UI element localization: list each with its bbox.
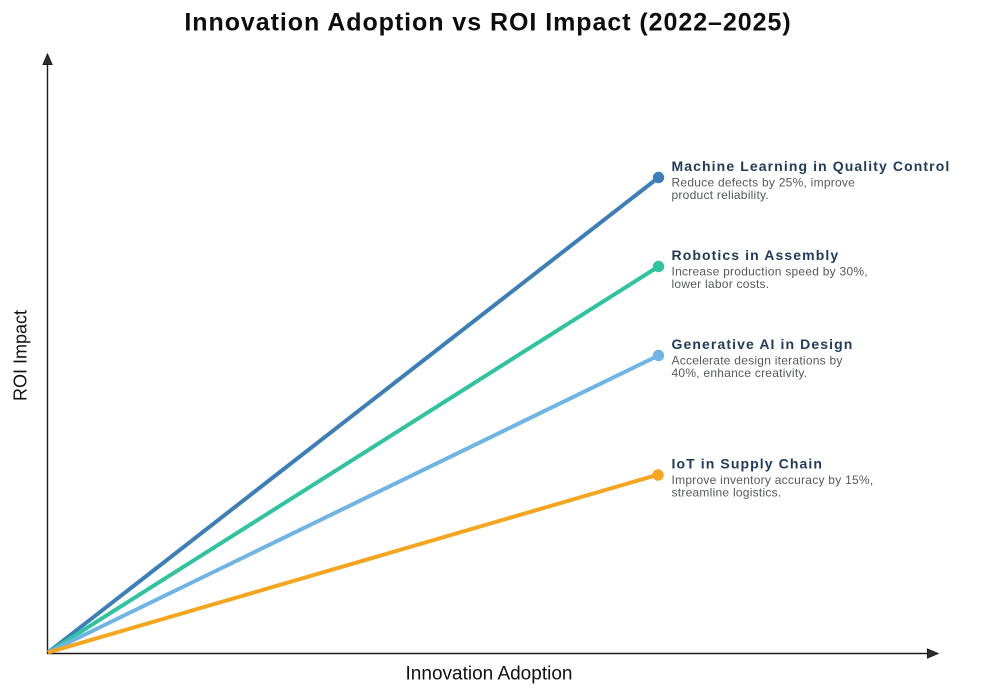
svg-text:Increase production speed by 3: Increase production speed by 30%, [672,265,868,279]
svg-text:Machine Learning in Quality Co: Machine Learning in Quality Control [672,158,951,174]
svg-text:streamline logistics.: streamline logistics. [672,486,782,500]
svg-text:IoT in Supply Chain: IoT in Supply Chain [672,456,824,472]
svg-text:Improve inventory accuracy by: Improve inventory accuracy by 15%, [672,473,874,487]
svg-text:Innovation Adoption vs ROI Imp: Innovation Adoption vs ROI Impact (2022–… [184,9,791,37]
svg-text:Robotics in Assembly: Robotics in Assembly [672,247,840,263]
svg-text:Reduce defects by 25%, improve: Reduce defects by 25%, improve [672,176,856,190]
svg-text:product reliability.: product reliability. [672,188,769,202]
svg-text:ROI Impact: ROI Impact [11,310,31,401]
svg-text:40%, enhance creativity.: 40%, enhance creativity. [672,366,808,380]
svg-text:lower labor costs.: lower labor costs. [672,277,770,291]
svg-text:Accelerate design iterations b: Accelerate design iterations by [672,354,843,368]
svg-text:Generative AI in Design: Generative AI in Design [672,336,854,352]
svg-text:Innovation Adoption: Innovation Adoption [406,664,573,685]
